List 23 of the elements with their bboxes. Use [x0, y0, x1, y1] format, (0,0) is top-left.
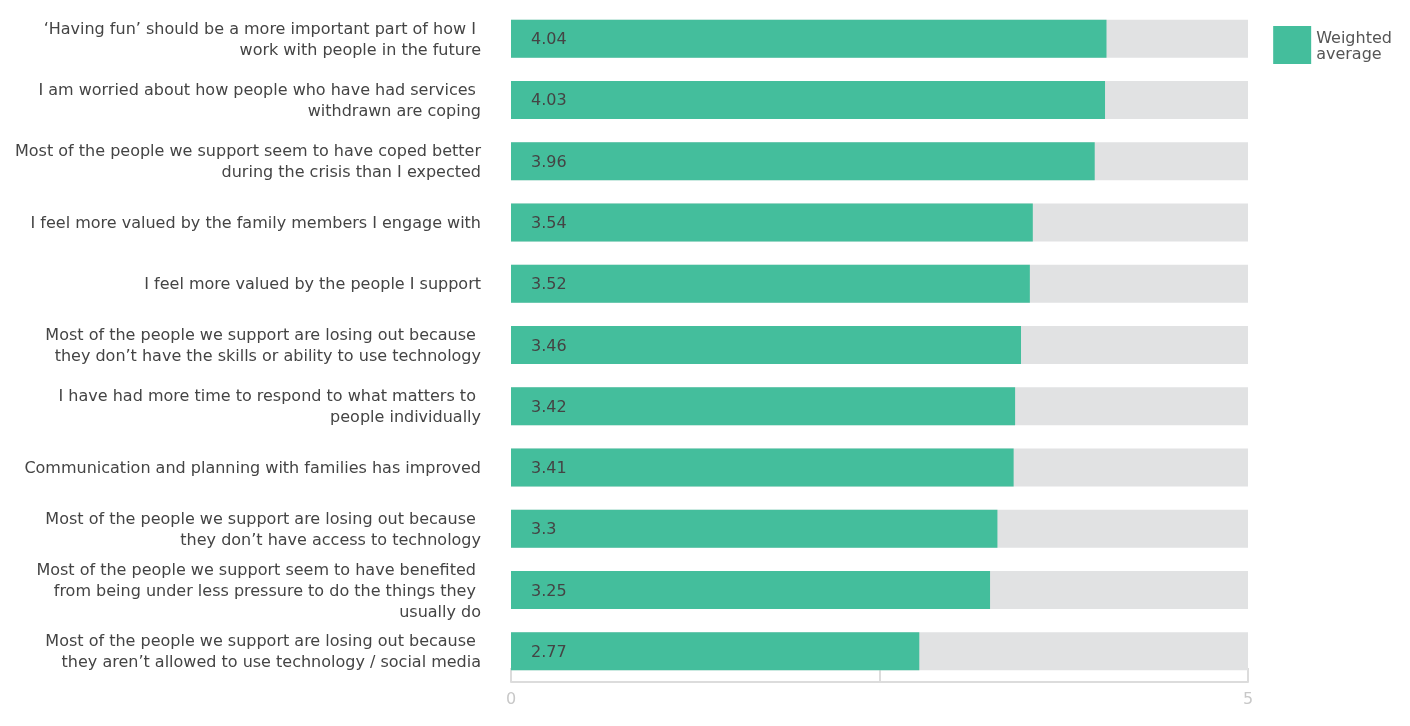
y-tick-label: Most of the people we support are losing out because they don’t have access to technology [45, 508, 481, 549]
legend-label: Weighted average [1316, 27, 1397, 63]
y-tick-label: Most of the people we support seem to have benefited from being under less pressure to do the things they usually do [36, 559, 481, 621]
data-label: 4.03 [531, 90, 567, 110]
y-tick-label: Communication and planning with families has improved [24, 458, 481, 478]
y-tick-label: I have had more time to respond to what matters to people individually [58, 386, 481, 427]
y-tick-label: I feel more valued by the family members I engage with [30, 212, 481, 232]
y-tick-label: Most of the people we support seem to have coped better during the crisis than I expected [15, 141, 482, 182]
data-label: 3.25 [531, 580, 567, 600]
y-tick-label: Most of the people we support are losing out because they aren’t allowed to use technology / social media [45, 631, 481, 672]
data-label: 2.77 [531, 641, 567, 661]
y-tick-label: Most of the people we support are losing out because they don’t have the skills or ability to use technology [45, 325, 481, 365]
y-tick-label: I feel more valued by the people I support [144, 274, 481, 294]
y-tick-label: ‘Having fun’ should be a more important part of how I work with people in the future [43, 18, 481, 59]
data-label: 4.04 [531, 29, 567, 49]
y-tick-label: I am worried about how people who have had services withdrawn are coping [38, 79, 481, 120]
data-label: 3.46 [531, 335, 567, 355]
data-label: 3.3 [531, 519, 557, 539]
data-label: 3.42 [531, 396, 567, 416]
data-label: 3.41 [531, 458, 567, 478]
data-label: 3.54 [531, 212, 567, 232]
data-label: 3.96 [531, 151, 567, 171]
data-label: 3.52 [531, 274, 567, 294]
